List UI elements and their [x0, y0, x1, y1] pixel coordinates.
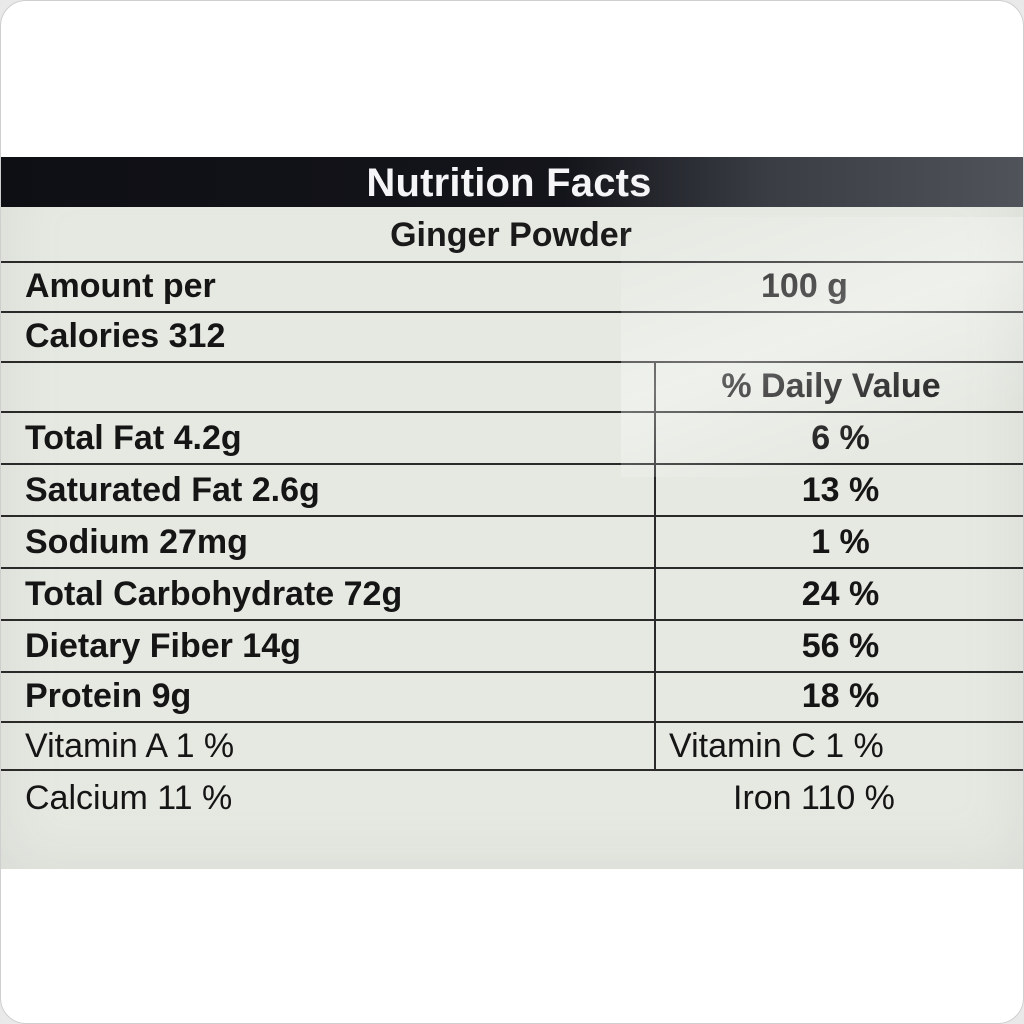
vitamin-left: Vitamin A 1 %	[25, 727, 235, 765]
nutrient-label: Saturated Fat 2.6g	[25, 471, 320, 509]
product-name: Ginger Powder	[390, 216, 632, 254]
divider	[1, 567, 1023, 569]
label-title: Nutrition Facts	[366, 161, 652, 205]
title-banner	[1, 157, 1023, 207]
divider	[1, 463, 1023, 465]
divider	[1, 261, 1023, 263]
nutrient-label: Total Carbohydrate 72g	[25, 575, 403, 613]
divider	[1, 721, 1023, 723]
calories: Calories 312	[25, 317, 226, 355]
nutrient-label: Dietary Fiber 14g	[25, 627, 301, 665]
nutrient-dv: 18 %	[801, 677, 880, 715]
nutrient-label: Protein 9g	[25, 677, 192, 715]
nutrient-dv: 24 %	[801, 575, 880, 613]
daily-value-header: % Daily Value	[721, 367, 941, 405]
nutrient-label: Sodium 27mg	[25, 523, 248, 561]
divider	[1, 671, 1023, 673]
amount-label: Amount per	[25, 267, 216, 305]
vitamin-right: Iron 110 %	[733, 779, 895, 817]
nutrient-dv: 13 %	[801, 471, 880, 509]
amount-value: 100 g	[761, 267, 848, 305]
nutrient-dv: 1 %	[811, 523, 870, 561]
nutrient-label: Total Fat 4.2g	[25, 419, 242, 457]
vitamin-left: Calcium 11 %	[25, 779, 233, 817]
divider	[1, 515, 1023, 517]
divider	[1, 769, 1023, 771]
divider	[1, 619, 1023, 621]
vitamin-right: Vitamin C 1 %	[669, 727, 884, 765]
nutrient-dv: 6 %	[811, 419, 870, 457]
nutrient-dv: 56 %	[801, 627, 880, 665]
nutrition-label: Nutrition Facts Ginger Powder Amount per…	[1, 157, 1023, 869]
divider	[1, 411, 1023, 413]
divider	[1, 311, 1023, 313]
divider	[1, 361, 1023, 363]
column-divider	[654, 361, 656, 771]
